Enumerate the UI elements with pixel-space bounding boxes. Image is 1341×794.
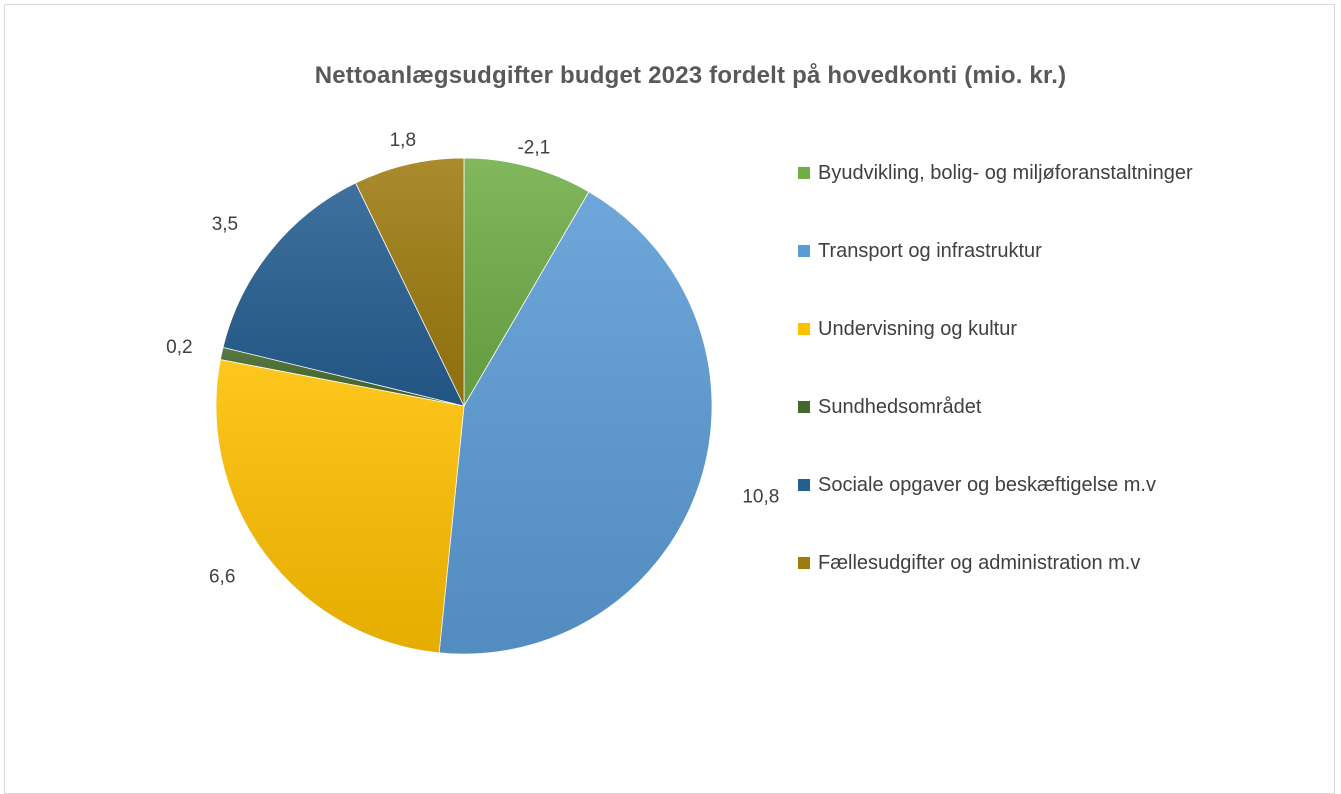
- legend-swatch-icon: [798, 323, 810, 335]
- legend-label: Sociale opgaver og beskæftigelse m.v: [818, 473, 1156, 496]
- legend-label: Byudvikling, bolig- og miljøforanstaltni…: [818, 161, 1193, 184]
- legend-item-byudvikling-bolig-og-milj-foranstaltninger: Byudvikling, bolig- og miljøforanstaltni…: [798, 158, 1193, 188]
- slice-shade-byudvikling-bolig-og-milj-foranstaltninger: [464, 158, 589, 406]
- slice-shade-undervisning-og-kultur: [216, 359, 464, 653]
- data-label-f-llesudgifter-og-administration-m-v: 1,8: [390, 130, 416, 151]
- legend-item-sociale-opgaver-og-besk-ftigelse-m-v: Sociale opgaver og beskæftigelse m.v: [798, 470, 1156, 500]
- legend-item-transport-og-infrastruktur: Transport og infrastruktur: [798, 236, 1042, 266]
- legend-item-sundhedsomradet: Sundhedsområdet: [798, 392, 981, 422]
- legend-swatch-icon: [798, 245, 810, 257]
- data-label-transport-og-infrastruktur: 10,8: [742, 486, 779, 507]
- data-label-sociale-opgaver-og-besk-ftigelse-m-v: 3,5: [212, 214, 238, 235]
- legend-item-undervisning-og-kultur: Undervisning og kultur: [798, 314, 1017, 344]
- data-label-undervisning-og-kultur: 6,6: [209, 567, 235, 588]
- slice-shade-transport-og-infrastruktur: [439, 191, 712, 654]
- legend-swatch-icon: [798, 167, 810, 179]
- chart-title: Nettoanlægsudgifter budget 2023 fordelt …: [314, 62, 1067, 89]
- legend-label: Fællesudgifter og administration m.v: [818, 551, 1141, 574]
- data-label-byudvikling-bolig-og-milj-foranstaltninger: -2,1: [517, 137, 550, 158]
- legend-label: Transport og infrastruktur: [818, 239, 1042, 262]
- legend-label: Sundhedsområdet: [818, 395, 982, 418]
- slice-shade-f-llesudgifter-og-administration-m-v: [355, 158, 464, 406]
- slice-shade-sociale-opgaver-og-besk-ftigelse-m-v: [223, 182, 464, 406]
- legend-swatch-icon: [798, 557, 810, 569]
- legend-label: Undervisning og kultur: [818, 317, 1017, 340]
- legend-swatch-icon: [798, 479, 810, 491]
- data-label-sundhedsomradet: 0,2: [166, 337, 192, 358]
- legend-item-f-llesudgifter-og-administration-m-v: Fællesudgifter og administration m.v: [798, 548, 1140, 578]
- legend-swatch-icon: [798, 401, 810, 413]
